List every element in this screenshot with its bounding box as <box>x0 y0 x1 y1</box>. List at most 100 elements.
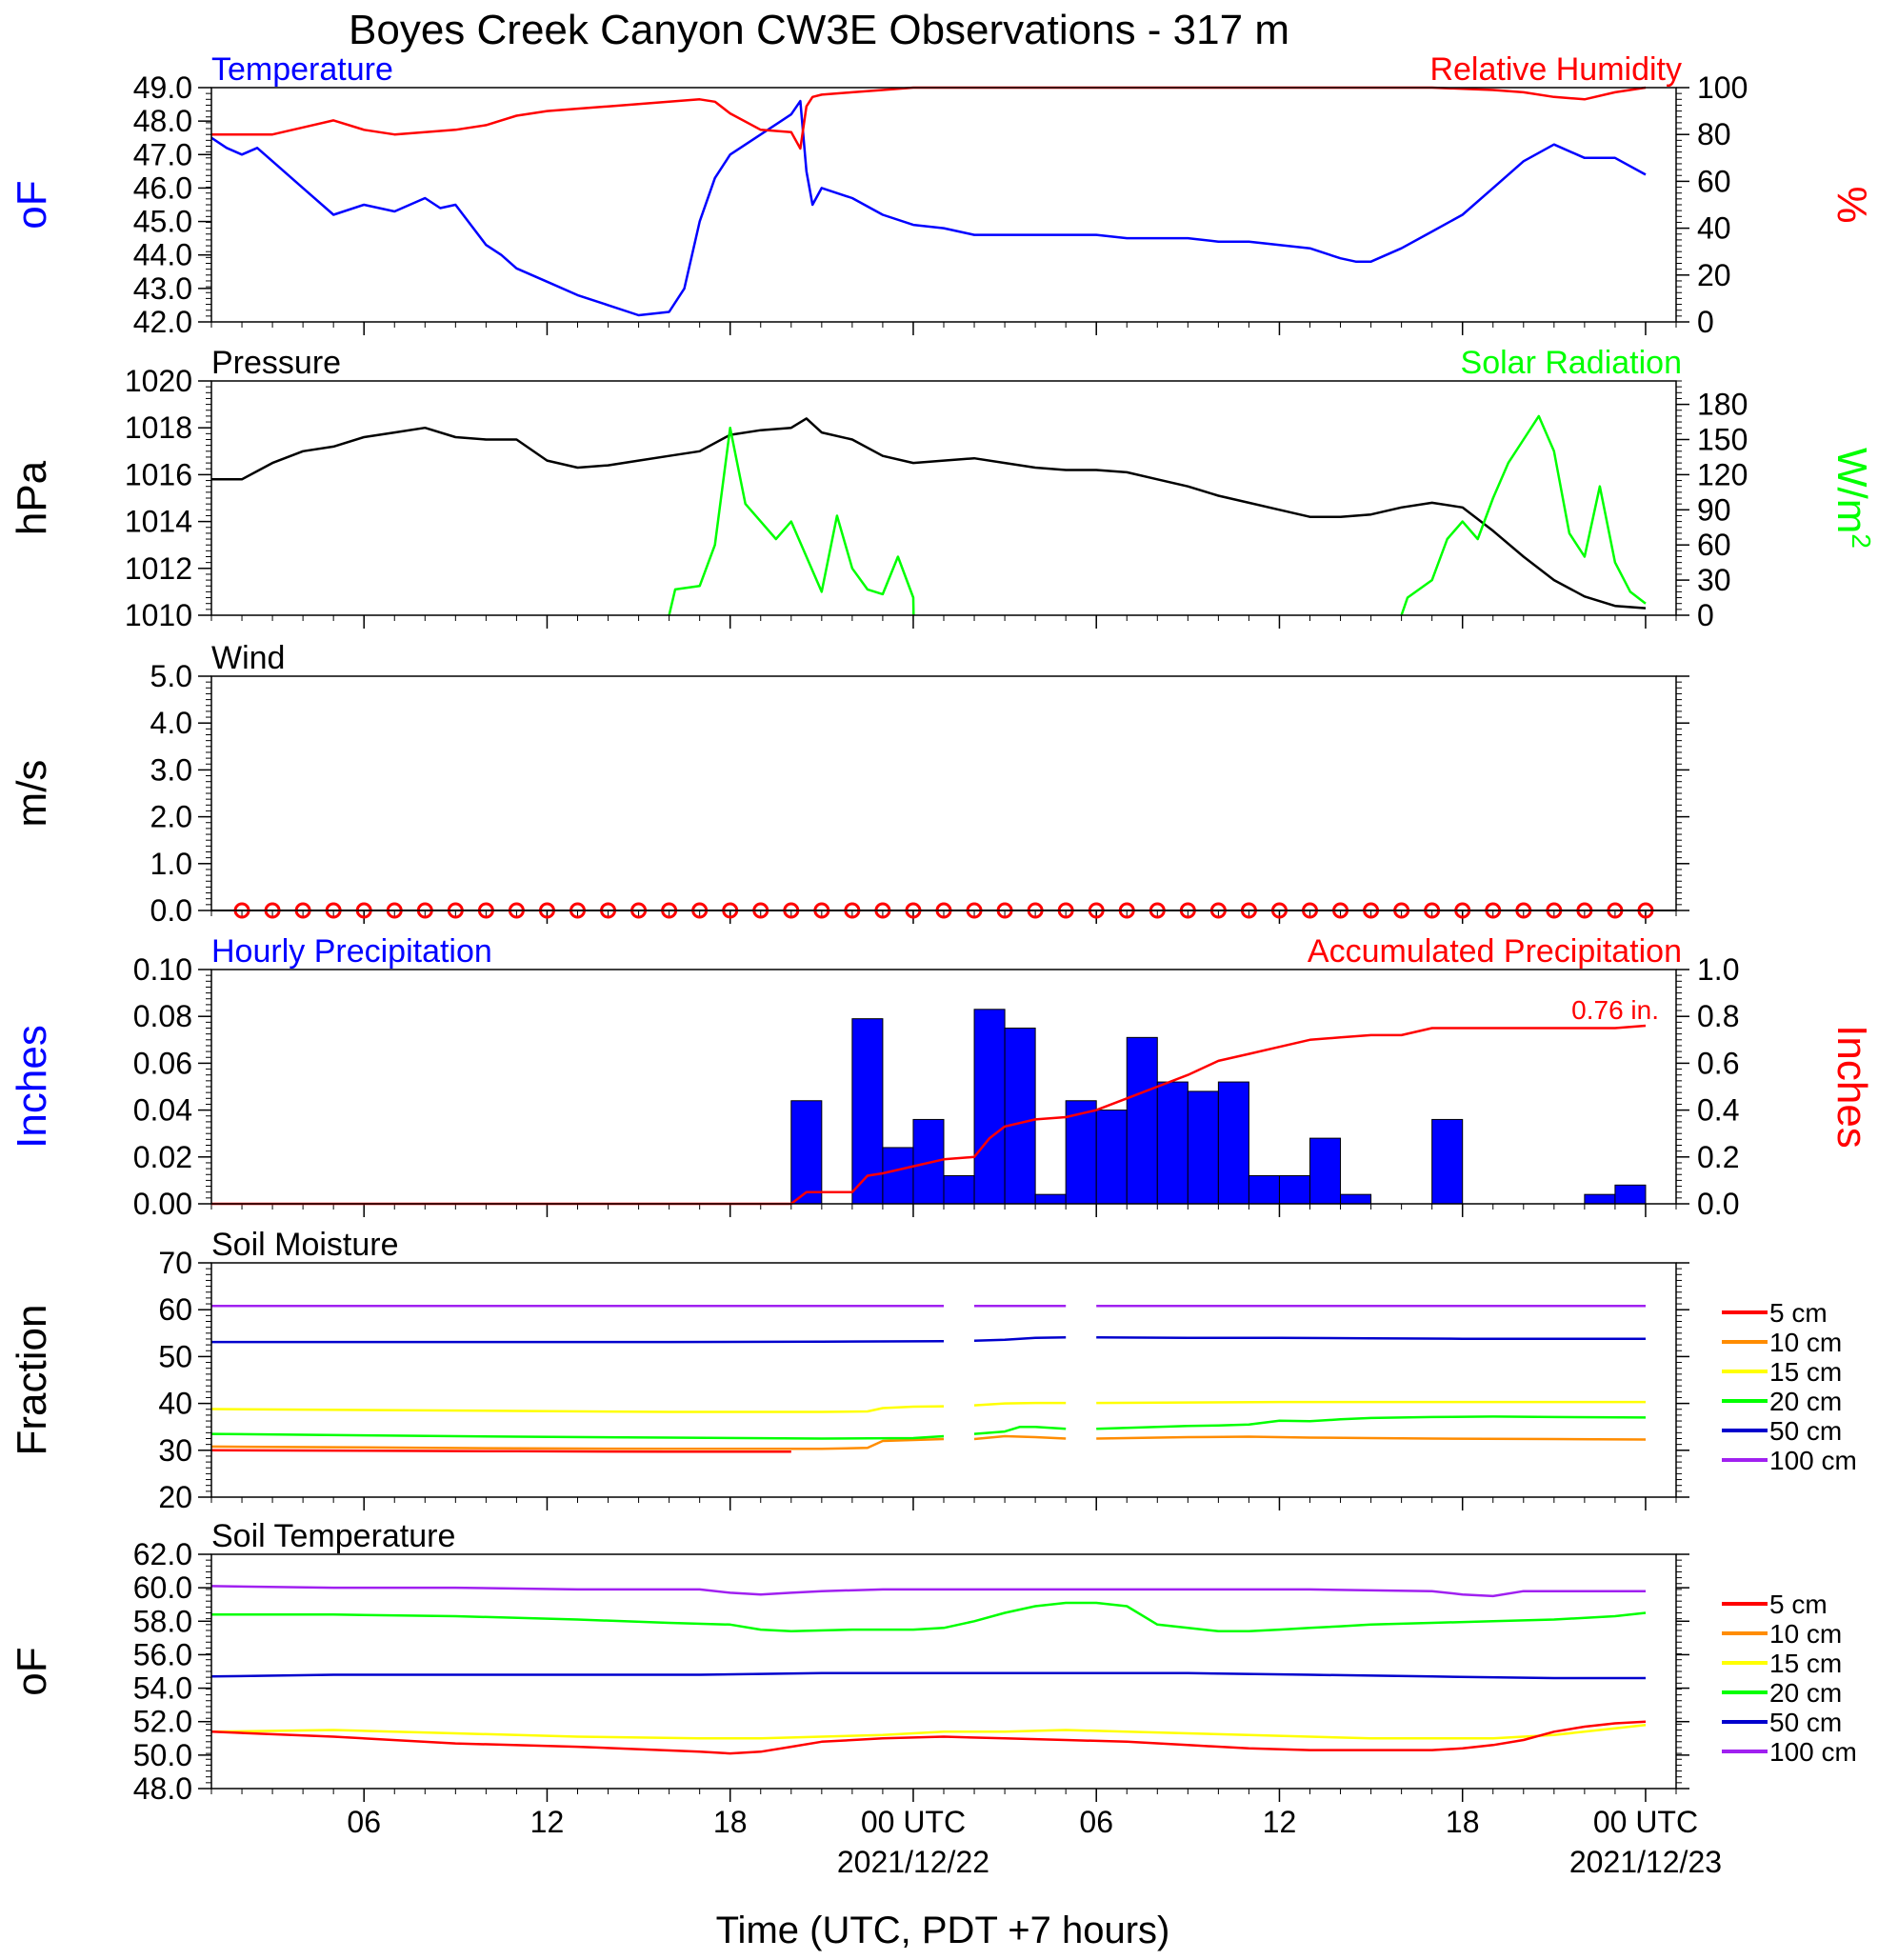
precip-bar <box>1278 1174 1311 1205</box>
x-tick-label: 00 UTC <box>861 1805 966 1839</box>
y-tick-label-right: 1.0 <box>1697 952 1739 987</box>
y-tick-label-left: 56.0 <box>133 1637 192 1671</box>
y-tick-label-left: 54.0 <box>133 1671 192 1706</box>
y-tick-label-right: 100 <box>1697 70 1748 105</box>
y-tick-label-right: 0 <box>1697 598 1714 632</box>
x-tick-label: 18 <box>713 1805 748 1839</box>
precip-bar <box>1614 1184 1647 1205</box>
x-tick-label: 18 <box>1446 1805 1480 1839</box>
y-tick-label-right: 60 <box>1697 164 1731 198</box>
legend-label: 20 cm <box>1769 1387 1842 1416</box>
legend-label: 15 cm <box>1769 1357 1842 1387</box>
y-tick-label-left: 2.0 <box>150 800 192 834</box>
y-tick-label-right: 20 <box>1697 258 1731 292</box>
y-tick-label-left: 44.0 <box>133 238 192 272</box>
legend-label: 10 cm <box>1769 1328 1842 1357</box>
precip-bar <box>1004 1028 1036 1205</box>
panel-title-right: Relative Humidity <box>1429 51 1682 88</box>
series-line <box>211 86 1647 150</box>
series-line <box>211 1339 945 1344</box>
precip-bar <box>1187 1090 1219 1205</box>
precip-bar <box>1095 1110 1128 1205</box>
y-tick-label-left: 70 <box>158 1246 192 1280</box>
x-tick-date: 2021/12/22 <box>837 1845 989 1879</box>
precip-bar <box>1217 1081 1249 1205</box>
y-tick-label-left: 46.0 <box>133 170 192 205</box>
panel-title-left: Temperature <box>211 51 393 88</box>
y-axis-label-left: hPa <box>9 460 55 535</box>
y-tick-label-left: 40 <box>158 1387 192 1421</box>
y-tick-label-left: 60 <box>158 1292 192 1327</box>
plot-frame <box>210 1262 1677 1498</box>
y-tick-label-left: 0.06 <box>133 1046 192 1080</box>
precip-bar <box>1126 1036 1158 1205</box>
panel-title-left: Wind <box>211 640 285 676</box>
series-line <box>211 1024 1647 1206</box>
y-tick-label-right: 0.6 <box>1697 1046 1739 1080</box>
precip-bar <box>1309 1137 1342 1205</box>
precip-bar <box>790 1100 823 1205</box>
legend-label: 20 cm <box>1769 1678 1842 1708</box>
series-line <box>210 1432 945 1440</box>
series-line <box>211 417 1647 610</box>
series-line <box>210 99 1647 317</box>
series-line <box>210 1405 945 1413</box>
series-line <box>1400 414 1647 616</box>
precip-bar <box>1034 1193 1067 1205</box>
panel-title-left: Soil Moisture <box>211 1227 399 1263</box>
y-tick-label-right: 60 <box>1697 528 1731 562</box>
y-axis-label-left: Inches <box>9 1025 55 1149</box>
y-axis-label-left: Fraction <box>9 1305 55 1456</box>
y-axis-label-right: W/m2 <box>1828 448 1877 549</box>
series-line <box>1096 1400 1646 1405</box>
panel-pressure: 1010 1012 1014 1016 1018 1020 0306090120150180… <box>9 345 1877 632</box>
y-tick-label-left: 1016 <box>125 457 192 491</box>
precip-bar <box>1431 1118 1464 1205</box>
x-tick-label: 06 <box>347 1805 381 1839</box>
legend-label: 15 cm <box>1769 1649 1842 1678</box>
series-line <box>1096 1335 1646 1340</box>
precip-bar <box>1248 1174 1280 1205</box>
plot-frame <box>210 380 1677 616</box>
y-tick-label-left: 20 <box>158 1480 192 1514</box>
y-axis-label-right: % <box>1828 186 1875 223</box>
legend-label: 50 cm <box>1769 1416 1842 1446</box>
y-tick-label-left: 60.0 <box>133 1570 192 1605</box>
y-axis-label-left: oF <box>9 180 55 229</box>
y-tick-label-left: 0.04 <box>133 1093 192 1128</box>
y-tick-label-left: 1018 <box>125 410 192 445</box>
legend-label: 10 cm <box>1769 1619 1842 1649</box>
panel-title-left: Soil Temperature <box>211 1518 455 1554</box>
y-tick-label-left: 43.0 <box>133 271 192 306</box>
precip-bar <box>1584 1193 1616 1205</box>
accumulated-annotation: 0.76 in. <box>1571 995 1659 1025</box>
plot-frame <box>210 969 1677 1205</box>
y-tick-label-right: 30 <box>1697 563 1731 597</box>
series-line <box>973 1425 1067 1435</box>
panel-title-right: Solar Radiation <box>1461 345 1682 381</box>
y-tick-label-left: 42.0 <box>133 305 192 339</box>
y-tick-label-left: 50 <box>158 1339 192 1373</box>
panel-precip: 0.00 0.02 0.04 0.06 0.08 0.10 0.0 0.2 0.4 0.6 0.8 1… <box>9 933 1875 1221</box>
series-line <box>211 1601 1647 1633</box>
panel-title-left: Pressure <box>211 345 341 381</box>
y-tick-label-left: 52.0 <box>133 1705 192 1739</box>
plot-frame <box>210 87 1677 323</box>
precip-bar <box>943 1174 975 1205</box>
y-tick-label-left: 0.02 <box>133 1140 192 1174</box>
x-tick-label: 12 <box>530 1805 565 1839</box>
precip-bar <box>973 1009 1006 1205</box>
series-line <box>210 1585 1646 1598</box>
series-line <box>973 1335 1067 1342</box>
y-tick-label-left: 1010 <box>125 598 192 632</box>
y-tick-label-left: 48.0 <box>133 1771 192 1806</box>
y-tick-label-left: 58.0 <box>133 1604 192 1638</box>
precip-bar <box>1156 1081 1189 1205</box>
precip-bar <box>1340 1193 1372 1205</box>
panel-title-left: Hourly Precipitation <box>211 933 492 970</box>
y-axis-label-right: Inches <box>1828 1025 1875 1149</box>
plot-frame <box>210 675 1677 911</box>
y-tick-label-left: 0.08 <box>133 999 192 1033</box>
y-tick-label-right: 120 <box>1697 457 1748 491</box>
